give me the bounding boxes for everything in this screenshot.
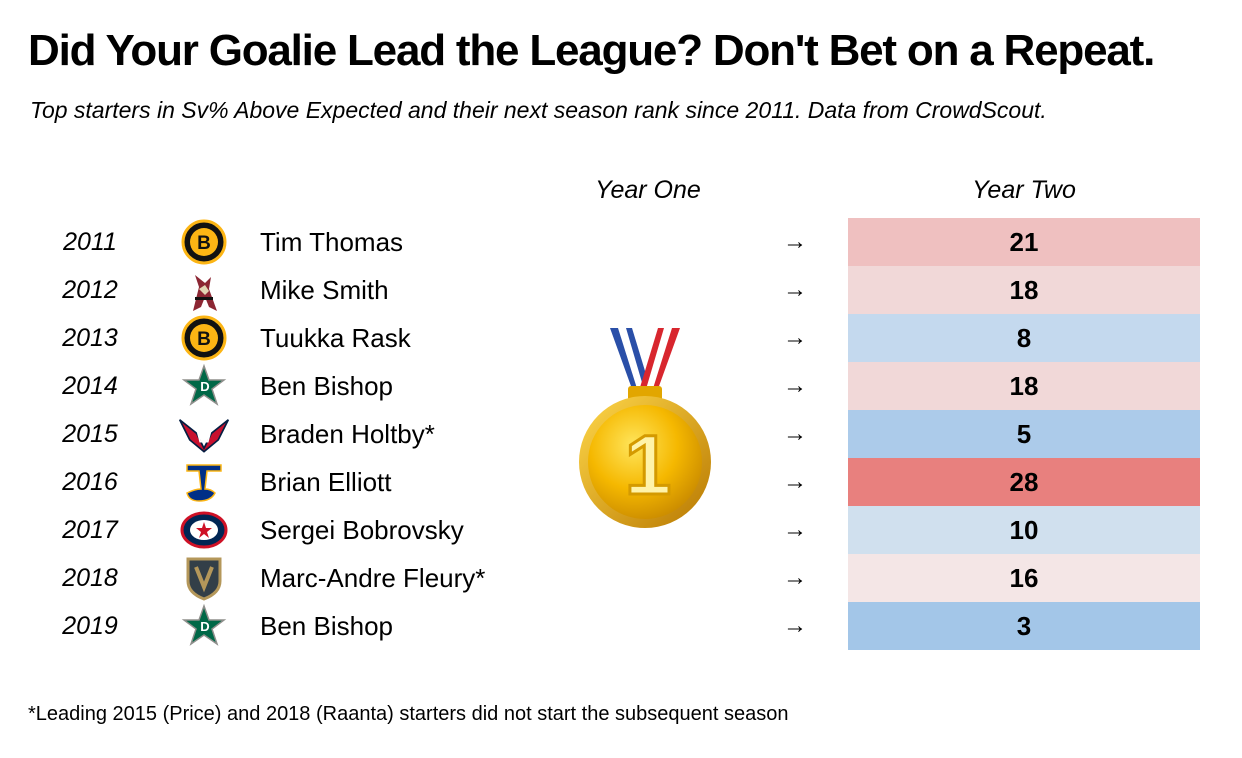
right-arrow-icon: → <box>783 324 807 351</box>
year-one-header: Year One <box>595 176 701 204</box>
blues-logo-icon <box>178 460 230 504</box>
year-two-rank-cell: 3 <box>848 602 1200 650</box>
row-year: 2012 <box>62 276 118 304</box>
right-arrow-icon: → <box>783 420 807 447</box>
svg-text:D: D <box>200 619 209 634</box>
row-goalie-name: Marc-Andre Fleury* <box>260 563 486 593</box>
row-goalie-name: Braden Holtby* <box>260 419 435 449</box>
svg-text:D: D <box>200 379 209 394</box>
table-row: 2018 Marc-Andre Fleury* → 16 <box>0 554 1242 602</box>
svg-text:W: W <box>197 429 212 446</box>
table-row: 2012 Mike Smith → 18 <box>0 266 1242 314</box>
bruins-logo-icon: B <box>178 219 230 265</box>
right-arrow-icon: → <box>783 228 807 255</box>
table-row: 2011 B Tim Thomas → 21 <box>0 218 1242 266</box>
footnote: *Leading 2015 (Price) and 2018 (Raanta) … <box>28 703 789 725</box>
row-goalie-name: Tuukka Rask <box>260 323 411 353</box>
row-goalie-name: Ben Bishop <box>260 611 393 641</box>
row-goalie-name: Ben Bishop <box>260 371 393 401</box>
row-year: 2018 <box>62 564 118 592</box>
gold-medal-icon: 1 <box>579 328 711 528</box>
row-goalie-name: Tim Thomas <box>260 227 404 257</box>
row-year: 2011 <box>63 228 117 256</box>
table-row: 2015 W Braden Holtby* → 5 <box>0 410 1242 458</box>
golden-knights-logo-icon <box>178 556 230 601</box>
chart-title: Did Your Goalie Lead the League? Don't B… <box>28 26 1155 75</box>
row-year: 2019 <box>62 612 118 640</box>
chart-subtitle: Top starters in Sv% Above Expected and t… <box>30 97 1047 123</box>
row-year: 2015 <box>62 420 118 448</box>
svg-text:B: B <box>197 329 211 350</box>
year-two-rank-cell: 21 <box>848 218 1200 266</box>
blue-jackets-logo-icon <box>178 508 230 552</box>
row-year: 2016 <box>62 468 118 496</box>
right-arrow-icon: → <box>783 468 807 495</box>
right-arrow-icon: → <box>783 372 807 399</box>
year-two-rank-cell: 10 <box>848 506 1200 554</box>
table-row: 2014 D Ben Bishop → 18 <box>0 362 1242 410</box>
stars-logo-icon: D <box>178 603 230 648</box>
medal-face <box>588 405 702 519</box>
year-two-rank-cell: 18 <box>848 266 1200 314</box>
year-two-header: Year Two <box>972 176 1076 204</box>
year-two-rank-cell: 28 <box>848 458 1200 506</box>
bruins-logo-icon: B <box>178 315 230 361</box>
year-two-rank-cell: 18 <box>848 362 1200 410</box>
capitals-logo-icon: W <box>178 412 230 456</box>
right-arrow-icon: → <box>783 516 807 543</box>
right-arrow-icon: → <box>783 612 807 639</box>
table-row: 2016 Brian Elliott → 28 <box>0 458 1242 506</box>
year-two-rank-cell: 8 <box>848 314 1200 362</box>
row-year: 2013 <box>62 324 118 352</box>
coyotes-logo-icon <box>178 268 230 312</box>
right-arrow-icon: → <box>783 564 807 591</box>
year-two-rank-cell: 16 <box>848 554 1200 602</box>
table-row: 2019 D Ben Bishop → 3 <box>0 602 1242 650</box>
right-arrow-icon: → <box>783 276 807 303</box>
table-row: 2013 B Tuukka Rask → 8 <box>0 314 1242 362</box>
svg-text:B: B <box>197 233 211 254</box>
row-year: 2014 <box>62 372 118 400</box>
row-goalie-name: Brian Elliott <box>260 467 392 497</box>
year-two-rank-cell: 5 <box>848 410 1200 458</box>
medal-number: 1 <box>625 418 672 512</box>
medal-ribbon <box>610 328 680 400</box>
row-goalie-name: Mike Smith <box>260 275 389 305</box>
row-goalie-name: Sergei Bobrovsky <box>260 515 464 545</box>
stars-logo-icon: D <box>178 363 230 408</box>
row-year: 2017 <box>62 516 118 544</box>
table-row: 2017 Sergei Bobrovsky → 10 <box>0 506 1242 554</box>
